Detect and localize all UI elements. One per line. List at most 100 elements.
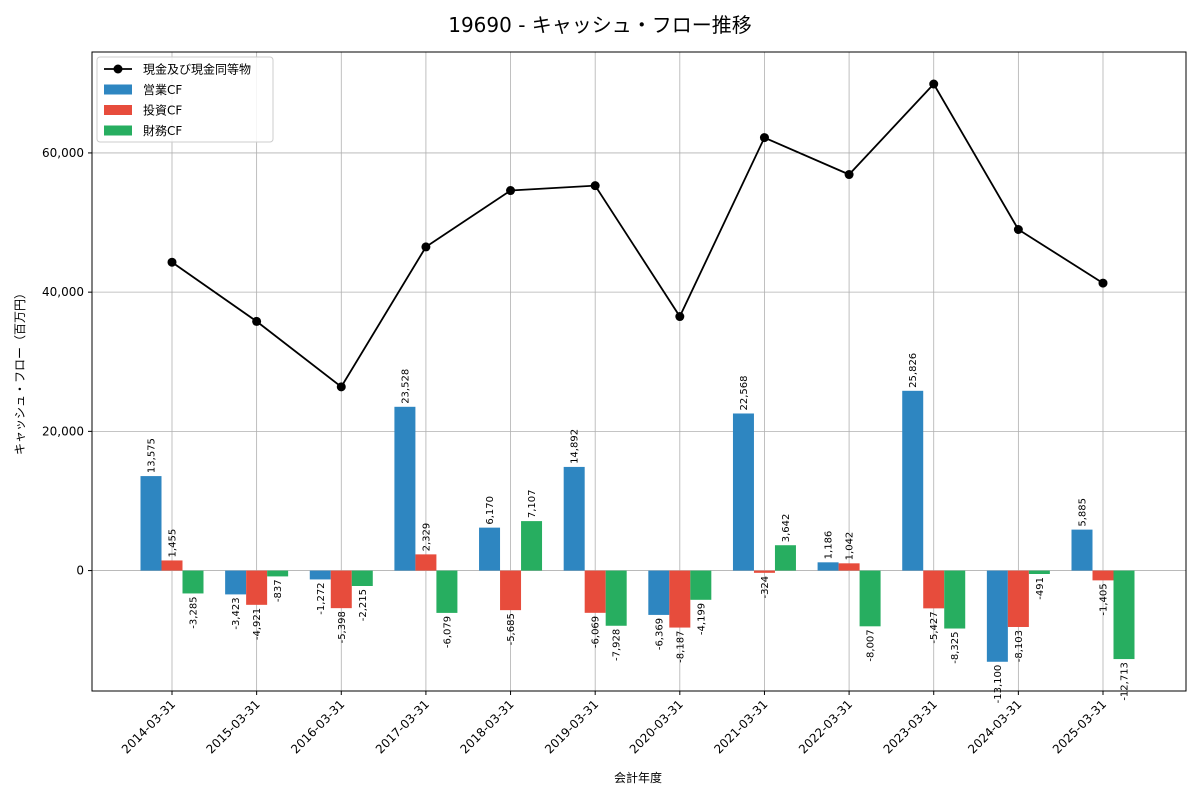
bar: [986, 570, 1008, 662]
cash-point: [506, 186, 516, 196]
cash-point: [421, 242, 431, 252]
bar-value-label: -13,100: [993, 665, 1004, 704]
x-tick-label: 2016-03-31: [288, 697, 347, 756]
x-tick-label: 2018-03-31: [457, 697, 516, 756]
bar-value-label: -3,285: [189, 596, 200, 628]
bar: [309, 570, 331, 580]
bar: [732, 413, 754, 571]
x-tick-label: 2025-03-31: [1050, 697, 1109, 756]
y-axis: 0 20,000 40,000 60,000: [42, 146, 92, 578]
bar-value-label: -6,369: [654, 618, 665, 650]
cash-line: [167, 79, 1108, 392]
x-tick-label: 2019-03-31: [542, 697, 601, 756]
x-tick-label: 2022-03-31: [796, 697, 855, 756]
bar-value-label: 25,826: [908, 353, 919, 388]
bar-value-label: 7,107: [527, 489, 538, 518]
bar-value-label: -5,398: [337, 611, 348, 643]
bar: [648, 570, 670, 615]
bar-value-label: 3,642: [781, 514, 792, 543]
bar: [584, 570, 606, 613]
cash-point: [1098, 278, 1108, 288]
bar-value-label: -8,007: [866, 629, 877, 661]
cash-point: [336, 382, 346, 392]
cash-point: [844, 170, 854, 180]
bar-value-label: -2,215: [358, 589, 369, 621]
legend-label: 現金及び現金同等物: [143, 62, 251, 77]
plot-area: [91, 51, 1187, 692]
bar: [1028, 570, 1050, 574]
legend-box: [96, 56, 274, 143]
legend-marker: [113, 64, 123, 74]
bar: [859, 570, 881, 627]
bar-value-label: -4,199: [696, 603, 707, 635]
bar-value-labels: 13,575 -3,423 -1,272 23,528 6,170 14,892 -6,36…: [147, 353, 1131, 704]
bar: [330, 570, 352, 609]
x-axis-label: 会計年度: [614, 770, 662, 785]
bar: [563, 466, 585, 571]
x-axis: 2014-03-31 2015-03-31 2016-03-31 2017-03-31…: [119, 691, 1109, 756]
bar: [394, 406, 416, 571]
y-tick-label: 40,000: [42, 285, 84, 299]
y-axis-label: キャッシュ・フロー（百万円）: [13, 287, 27, 455]
bar-value-label: -12,713: [1120, 662, 1131, 701]
legend-swatch: [104, 84, 132, 95]
bar: [923, 570, 945, 609]
y-tick-label: 60,000: [42, 146, 84, 160]
bar: [225, 570, 247, 595]
bar-value-label: -8,187: [675, 631, 686, 663]
bar-value-label: -1,405: [1099, 583, 1110, 615]
bar-value-label: 2,329: [421, 523, 432, 552]
bar: [267, 570, 289, 577]
bar: [246, 570, 268, 605]
legend-label: 営業CF: [143, 83, 182, 97]
x-tick-label: 2020-03-31: [627, 697, 686, 756]
bar: [753, 570, 775, 573]
legend-swatch: [104, 105, 132, 115]
x-tick-label: 2014-03-31: [119, 697, 178, 756]
bar-value-label: 1,455: [168, 529, 179, 558]
bar: [944, 570, 966, 629]
bar-value-label: -8,103: [1014, 630, 1025, 662]
bar: [605, 570, 627, 626]
cash-point: [1013, 225, 1023, 234]
bar-value-label: -8,325: [950, 632, 961, 664]
y-tick-label: 20,000: [42, 424, 84, 438]
bar-value-label: -324: [760, 576, 771, 599]
bar: [415, 554, 437, 571]
legend-label: 投資CF: [143, 103, 182, 118]
bar: [479, 527, 501, 571]
cash-point: [167, 257, 177, 267]
bar-value-label: -1,272: [316, 582, 327, 614]
bar: [1092, 570, 1114, 581]
bar-value-label: 1,186: [824, 531, 835, 560]
bar: [817, 562, 839, 571]
bar-value-label: -6,079: [442, 616, 453, 648]
bar-value-label: 5,885: [1078, 498, 1089, 527]
bar-value-label: 6,170: [485, 496, 496, 525]
cash-point: [759, 133, 769, 143]
bar-value-label: 14,892: [570, 429, 581, 464]
bar: [351, 570, 373, 586]
cash-point: [675, 312, 685, 322]
y-tick-label: 0: [76, 564, 84, 578]
x-tick-label: 2021-03-31: [711, 697, 770, 756]
legend-swatch: [104, 125, 132, 136]
bar-value-label: -5,685: [506, 613, 517, 645]
bar-value-label: 22,568: [739, 375, 750, 410]
bar: [182, 570, 204, 594]
legend-label: 財務CF: [143, 123, 182, 138]
bar: [1071, 529, 1093, 571]
bar-value-label: -7,928: [612, 629, 623, 661]
bar-value-label: -4,921: [252, 608, 263, 640]
bar: [1007, 570, 1029, 627]
bar: [902, 390, 924, 571]
cash-point: [252, 316, 262, 326]
bar: [838, 563, 860, 571]
cash-point: [590, 181, 600, 191]
bar-value-label: -5,427: [929, 611, 940, 643]
bar-value-label: 23,528: [400, 369, 411, 404]
bar: [140, 476, 162, 571]
x-tick-label: 2024-03-31: [965, 697, 1024, 756]
bar: [500, 570, 522, 611]
